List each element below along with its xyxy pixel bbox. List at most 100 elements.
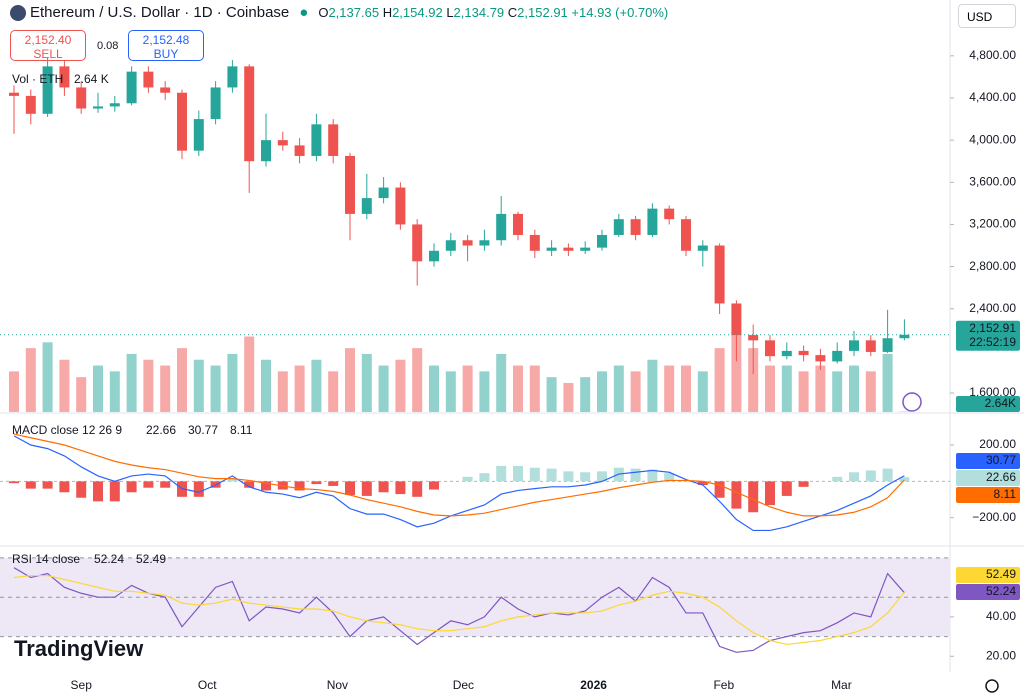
y-tick-label: 20.00 xyxy=(986,648,1016,662)
macd-histogram-bar xyxy=(714,481,725,498)
volume-bar xyxy=(681,365,691,412)
ohlc-value: 2,134.79 xyxy=(453,5,505,20)
volume-badge: 2.64K xyxy=(985,396,1016,410)
rsi-legend-value: 52.49 xyxy=(136,552,166,566)
y-tick-label: 4,000.00 xyxy=(969,132,1016,146)
volume-bar xyxy=(412,348,423,412)
currency-select[interactable]: USD xyxy=(958,4,1016,28)
candle-body xyxy=(429,250,439,262)
volume-bar xyxy=(613,365,624,412)
macd-histogram-bar xyxy=(731,481,742,509)
macd-histogram-bar xyxy=(143,481,154,488)
volume-bar xyxy=(815,365,826,412)
volume-bar xyxy=(59,359,70,412)
macd-histogram-bar xyxy=(193,481,204,497)
volume-bar xyxy=(361,353,372,412)
macd-histogram-bar xyxy=(899,477,910,482)
volume-bar xyxy=(143,359,154,412)
macd-badge-bg xyxy=(956,487,1020,503)
candle-body xyxy=(546,247,557,251)
candle-body xyxy=(193,119,204,151)
volume-bar xyxy=(126,353,137,412)
volume-badge-bg xyxy=(956,396,1020,412)
volume-title: Vol · ETH xyxy=(12,72,63,86)
volume-bar xyxy=(781,365,792,412)
x-tick-label: Oct xyxy=(198,678,217,692)
volume-bar xyxy=(479,371,490,412)
macd-histogram-bar xyxy=(25,481,36,489)
macd-histogram-bar xyxy=(395,481,406,495)
header: Ethereum / U.S. Dollar · 1D · Coinbase ●… xyxy=(10,4,668,21)
candle-body xyxy=(361,198,372,214)
candle-body xyxy=(613,219,624,235)
macd-histogram-bar xyxy=(9,481,19,484)
volume-bar xyxy=(865,371,876,412)
buy-text: BUY xyxy=(153,47,179,61)
candle-body xyxy=(479,240,490,246)
candle-body xyxy=(412,224,423,262)
volume-bar xyxy=(177,348,187,412)
macd-histogram-bar xyxy=(345,481,355,495)
volume-bar xyxy=(647,359,658,412)
candle-body xyxy=(311,124,322,156)
macd-histogram-bar xyxy=(479,473,490,482)
candle-body xyxy=(832,350,843,362)
assistant-icon xyxy=(902,392,922,412)
candle-body xyxy=(748,335,759,341)
volume-bar xyxy=(445,371,456,412)
ohlc-value: 2,137.65 xyxy=(328,5,380,20)
macd-histogram-bar xyxy=(93,481,103,502)
candle-body xyxy=(462,240,473,246)
candle-body xyxy=(126,71,137,104)
candle-body xyxy=(261,140,271,162)
candle-body xyxy=(76,87,87,109)
macd-histogram-bar xyxy=(630,468,641,482)
candle-body xyxy=(59,66,70,88)
macd-histogram-bar xyxy=(647,469,658,482)
volume-bar xyxy=(93,365,103,412)
rsi-badge-bg xyxy=(956,584,1020,600)
macd-histogram-bar xyxy=(361,481,372,496)
x-tick-label: Sep xyxy=(71,678,93,692)
rsi-badge: 52.24 xyxy=(986,584,1016,598)
buy-button[interactable]: 2,152.48 BUY xyxy=(128,30,204,61)
macd-histogram-bar xyxy=(227,478,238,482)
macd-histogram-bar xyxy=(513,465,523,482)
volume-bar xyxy=(765,365,775,412)
volume-bar xyxy=(42,342,53,412)
rsi-title: RSI 14 close xyxy=(12,552,80,566)
y-tick-label: 2,800.00 xyxy=(969,259,1016,273)
volume-bar xyxy=(294,365,305,412)
rsi-badge-bg xyxy=(956,567,1020,583)
macd-line xyxy=(13,435,905,532)
volume-bar xyxy=(25,348,36,412)
y-tick-label: 40.00 xyxy=(986,609,1016,623)
ohlc-name: O xyxy=(318,5,329,20)
macd-badge-bg xyxy=(956,453,1020,469)
rsi-legend-value: 52.24 xyxy=(94,552,124,566)
volume-bar xyxy=(160,365,171,412)
macd-histogram-bar xyxy=(832,476,843,482)
macd-title: MACD close 12 26 9 xyxy=(12,423,122,437)
volume-bar xyxy=(261,359,271,412)
macd-histogram-bar xyxy=(529,467,540,482)
y-tick-label: 3,200.00 xyxy=(969,217,1016,231)
candle-body xyxy=(731,303,742,336)
volume-bar xyxy=(597,371,607,412)
macd-histogram-bar xyxy=(865,470,876,482)
volume-bar xyxy=(513,365,523,412)
candle-body xyxy=(681,219,691,251)
macd-histogram-bar xyxy=(429,481,439,490)
y-tick-label: 4,800.00 xyxy=(969,48,1016,62)
last-price-bg xyxy=(956,320,1020,351)
sell-button[interactable]: 2,152.40 SELL xyxy=(10,30,86,61)
candle-body xyxy=(882,338,893,352)
last-price-label: 2,152.91 xyxy=(969,321,1016,335)
candle-body xyxy=(294,145,305,156)
macd-histogram-bar xyxy=(42,481,53,489)
x-tick-label: Dec xyxy=(453,678,474,692)
macd-histogram-bar xyxy=(563,471,574,482)
macd-legend-value: 8.11 xyxy=(230,423,253,437)
macd-histogram-bar xyxy=(160,481,171,488)
